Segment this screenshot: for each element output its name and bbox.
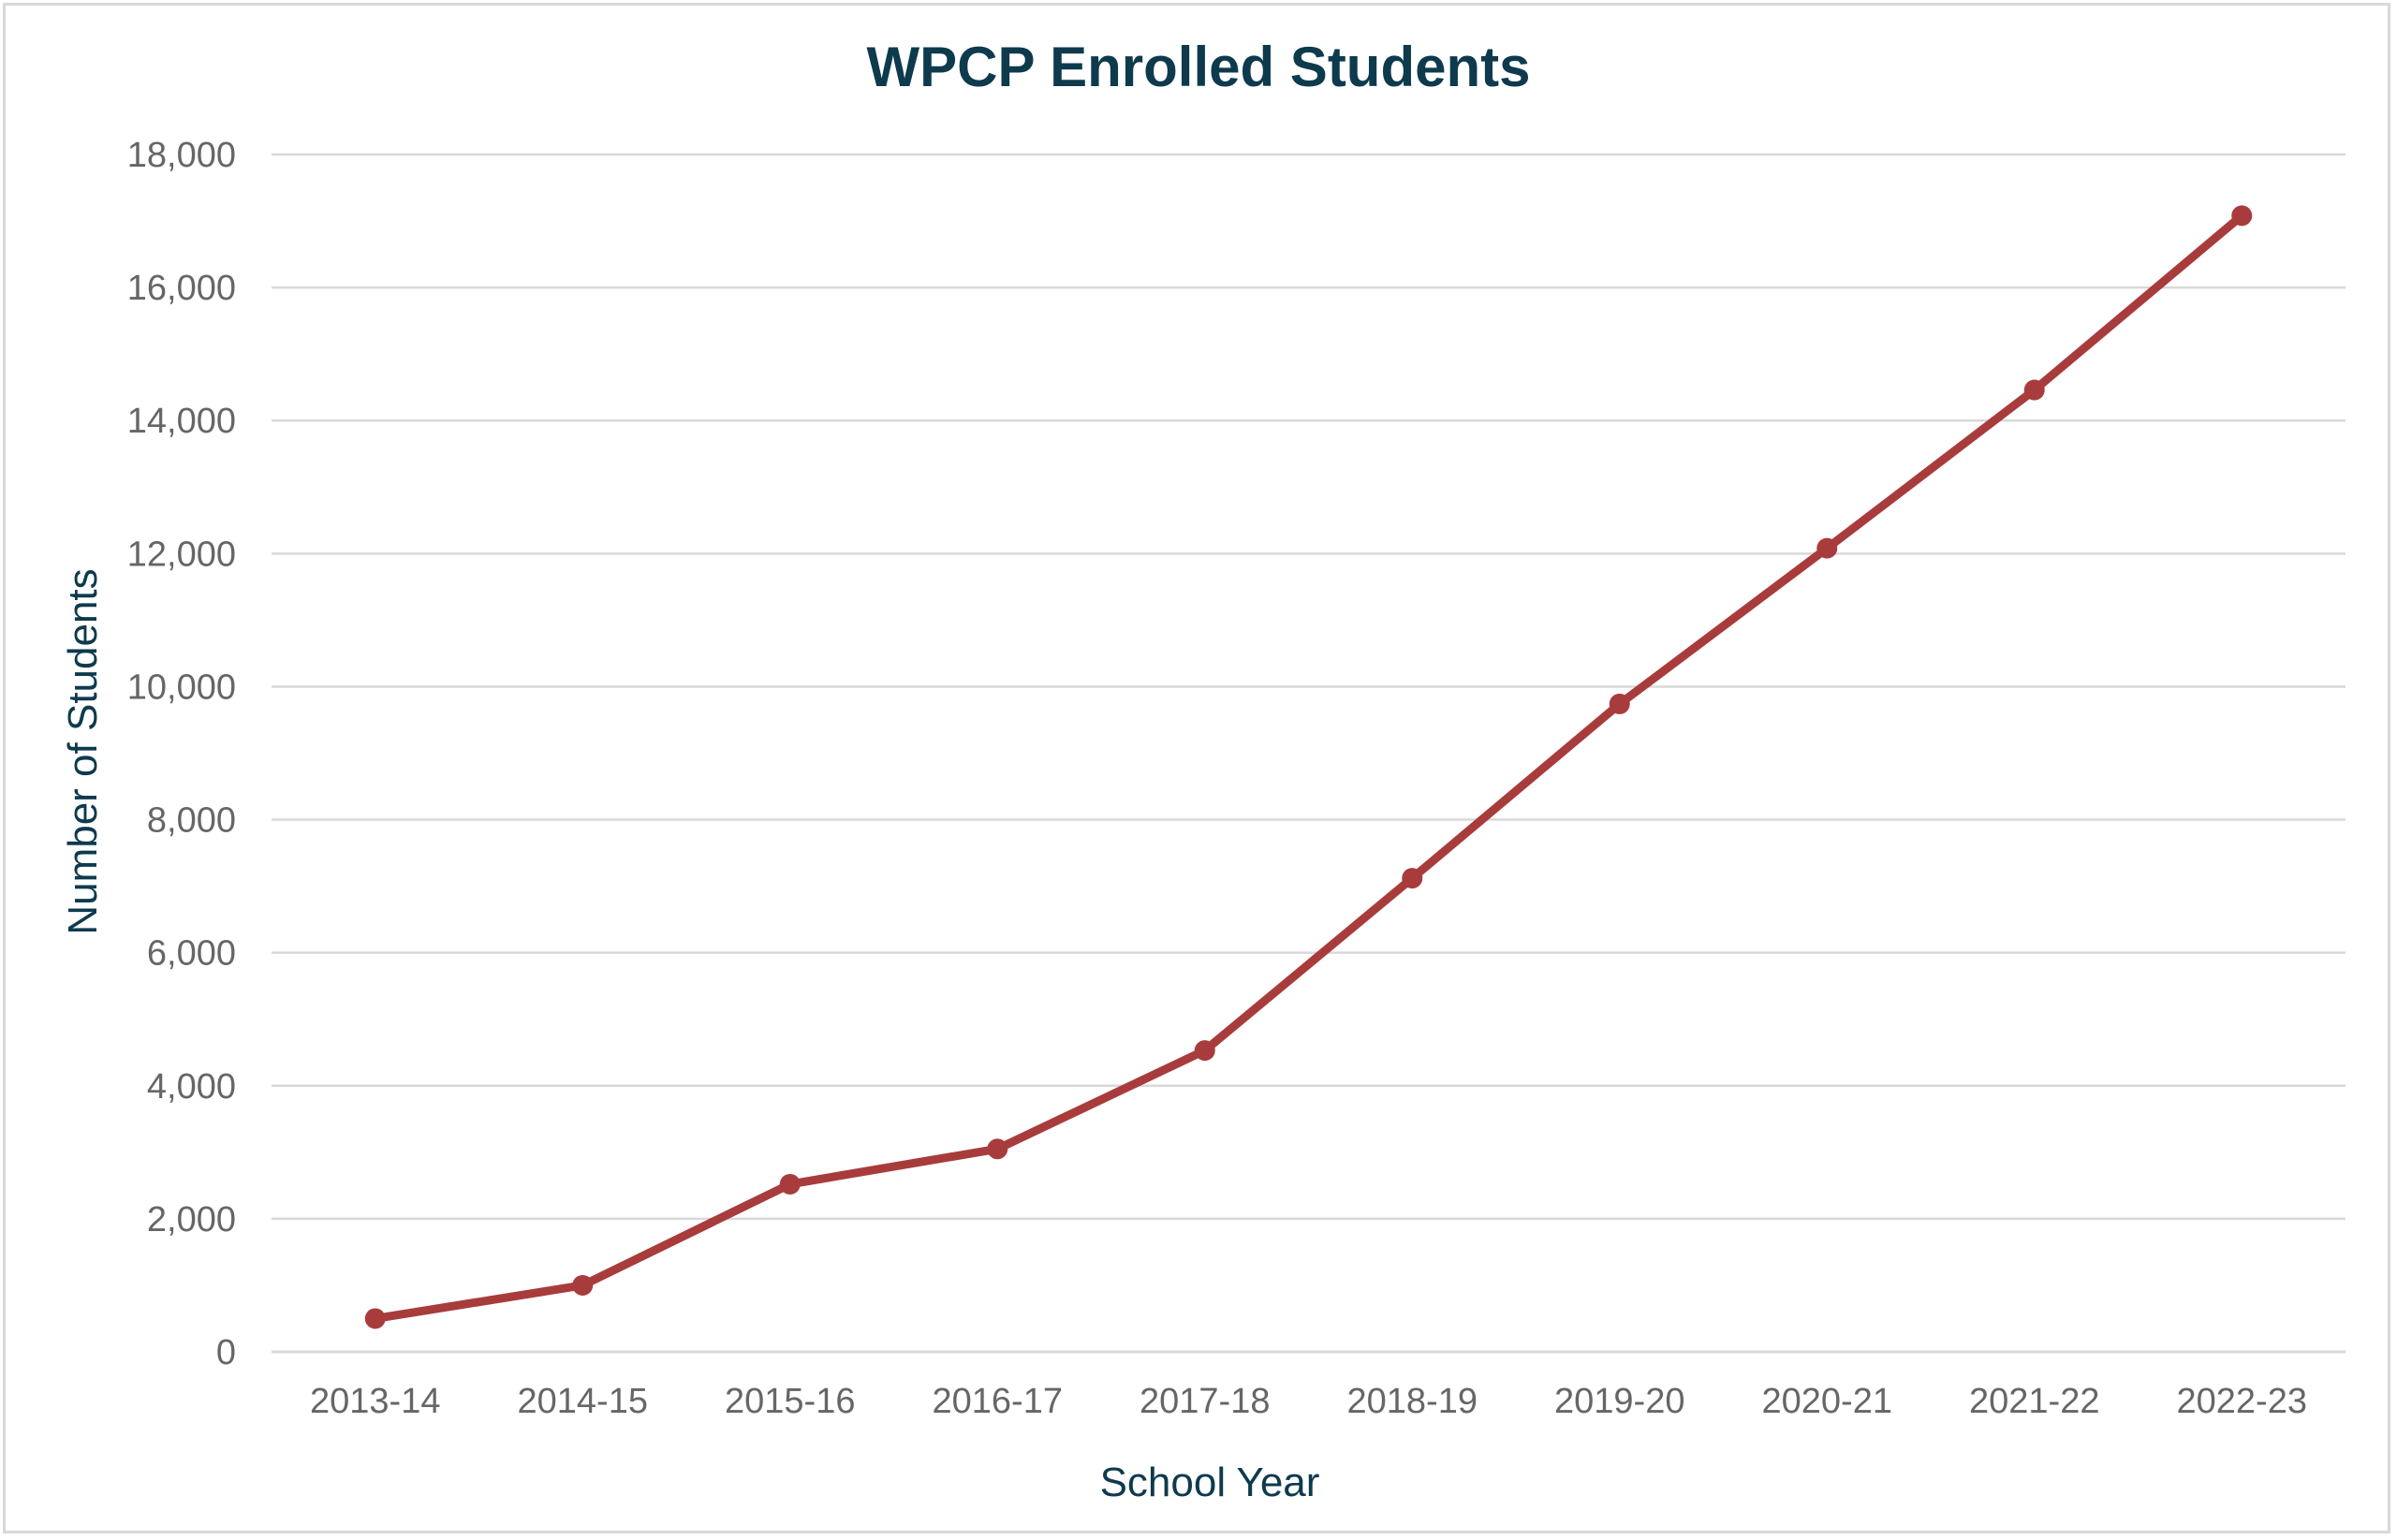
chart-frame — [3, 3, 2390, 1533]
y-tick-label: 2,000 — [147, 1200, 236, 1239]
y-tick-label: 14,000 — [127, 402, 236, 441]
data-point — [779, 1173, 801, 1195]
y-tick-label: 6,000 — [147, 934, 236, 974]
chart-title: WPCP Enrolled Students — [867, 36, 1531, 98]
series-layer — [364, 205, 2253, 1329]
y-tick-label: 16,000 — [127, 269, 236, 308]
x-tick-label: 2017-18 — [1140, 1382, 1270, 1421]
x-tick-label: 2019-20 — [1554, 1382, 1684, 1421]
x-tick-label: 2022-23 — [2177, 1382, 2307, 1421]
x-axis-title: School Year — [1100, 1459, 1320, 1505]
data-point — [1609, 693, 1630, 714]
x-tick-label: 2013-14 — [310, 1382, 440, 1421]
y-tick-label: 8,000 — [147, 801, 236, 841]
y-tick-label: 10,000 — [127, 667, 236, 707]
data-point — [2231, 205, 2253, 227]
x-tick-label: 2014-15 — [518, 1382, 648, 1421]
y-tick-label: 18,000 — [127, 136, 236, 175]
y-tick-label: 0 — [216, 1333, 236, 1372]
gridlines — [272, 153, 2346, 1354]
y-tick-label: 12,000 — [127, 535, 236, 574]
data-point — [572, 1274, 594, 1296]
y-tick-label: 4,000 — [147, 1067, 236, 1107]
x-tick-label: 2016-17 — [933, 1382, 1063, 1421]
data-point — [364, 1308, 386, 1329]
data-point — [987, 1138, 1008, 1160]
x-tick-label: 2015-16 — [725, 1382, 855, 1421]
x-tick-label: 2018-19 — [1347, 1382, 1478, 1421]
series-line — [371, 211, 2246, 1323]
data-point — [1402, 868, 1423, 889]
y-axis-title: Number of Students — [60, 568, 106, 934]
data-point — [2023, 379, 2045, 401]
x-axis-ticks: 2013-14 2014-15 2015-16 2016-17 2017-18 2018-… — [310, 1382, 2307, 1421]
y-axis-ticks: 0 2,000 4,000 6,000 8,000 10,000 12,000 14,000 1… — [127, 136, 236, 1372]
x-tick-label: 2020-21 — [1762, 1382, 1892, 1421]
data-point — [1816, 537, 1838, 559]
x-tick-label: 2021-22 — [1969, 1382, 2099, 1421]
data-point — [1194, 1040, 1215, 1062]
